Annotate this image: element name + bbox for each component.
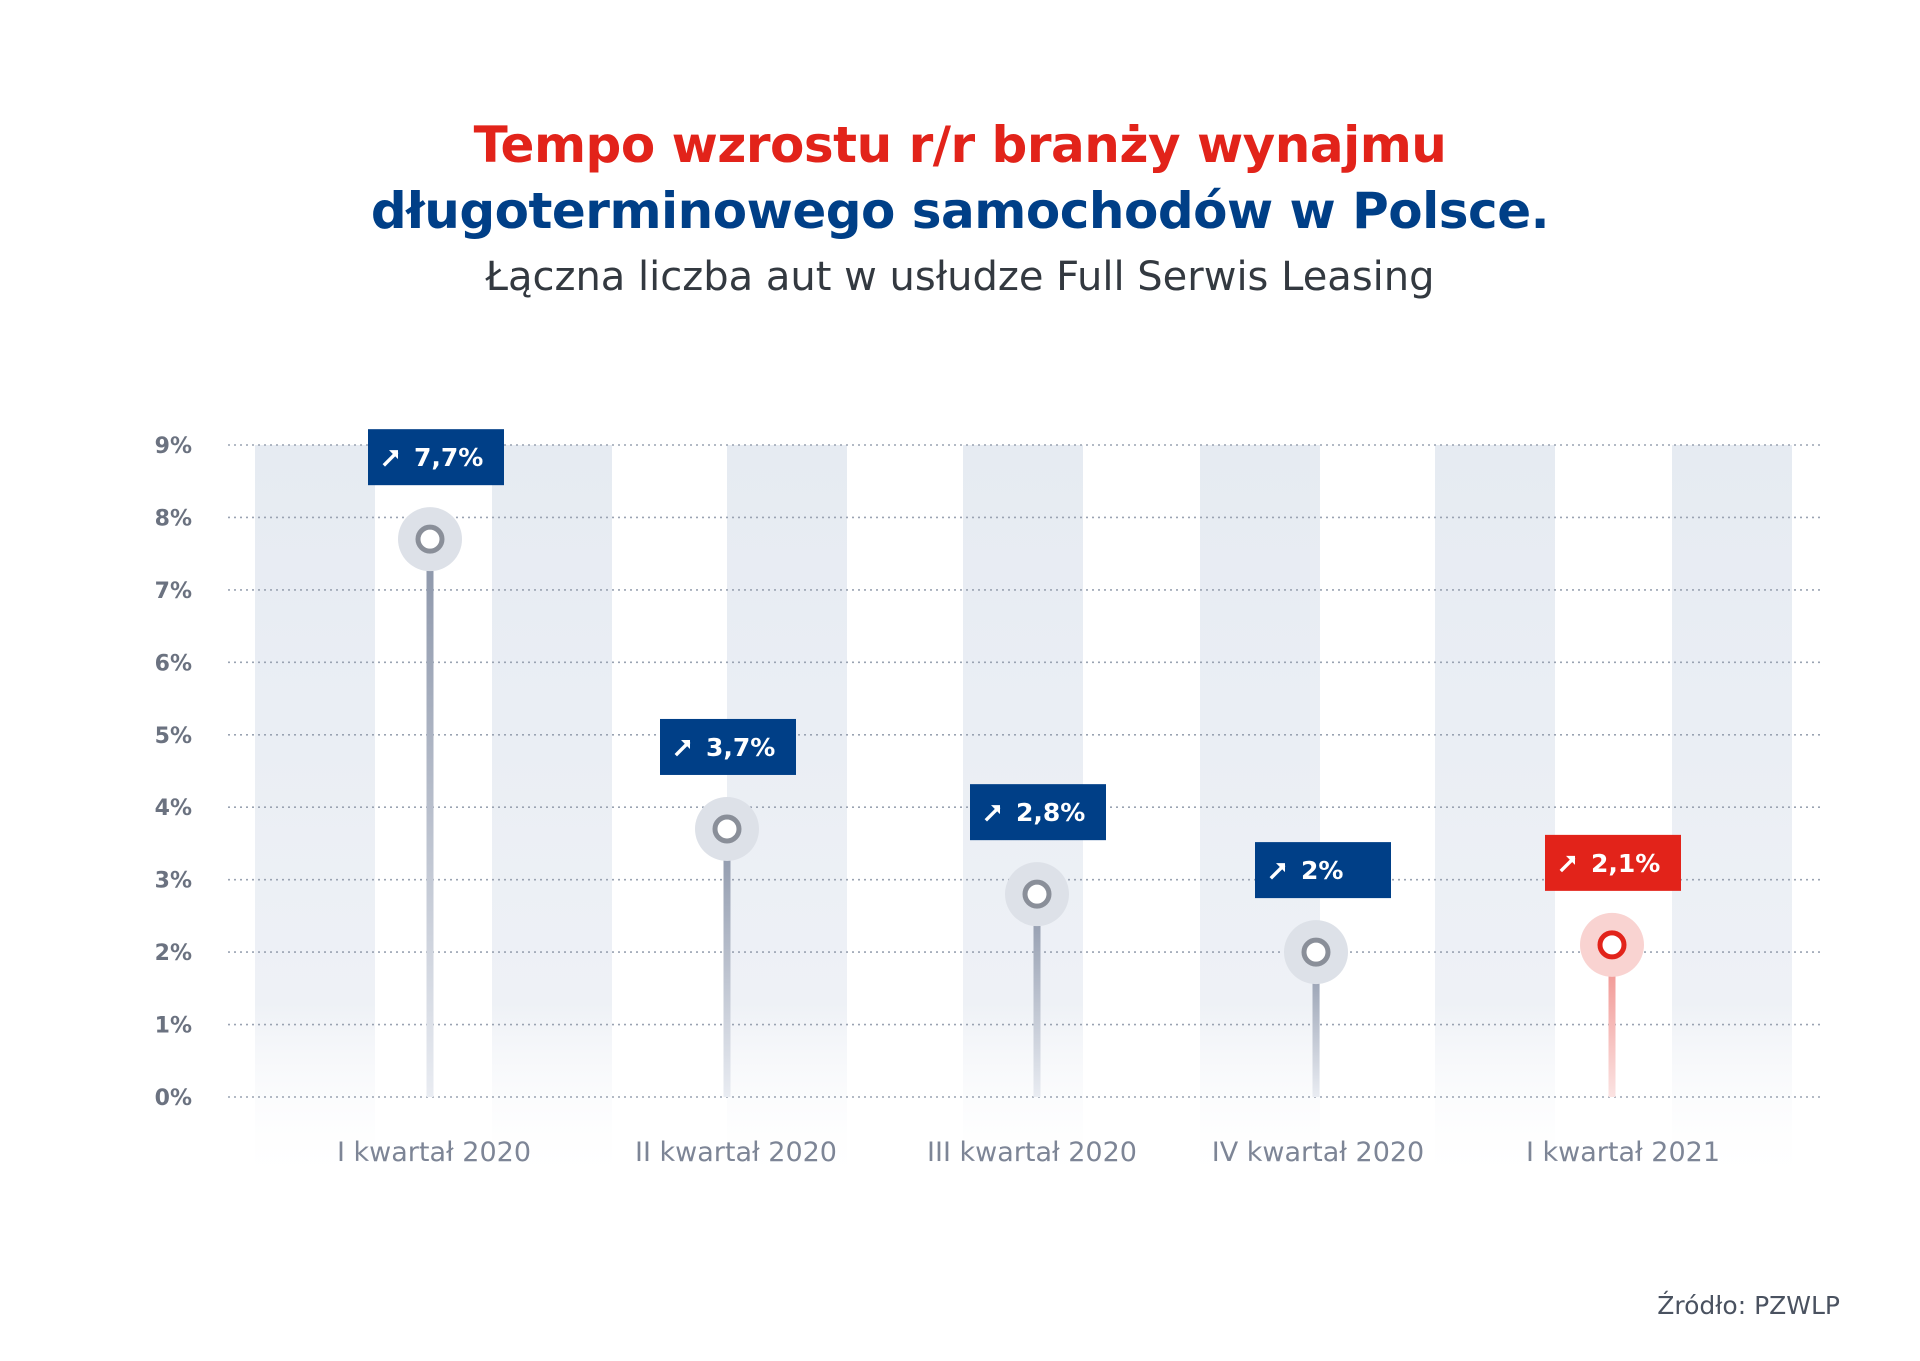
data-point: [1301, 937, 1331, 967]
y-tick-label: 2%: [155, 941, 192, 966]
value-label-text: 2,8%: [1016, 798, 1085, 827]
subtitle: Łączna liczba aut w usłudze Full Serwis …: [485, 254, 1435, 300]
lollipop-stem: [426, 539, 434, 1097]
value-label: 2,1%: [1545, 834, 1681, 891]
background-band: [255, 445, 375, 1190]
lollipop-stem: [1312, 952, 1320, 1097]
lollipop: 2,8%: [970, 784, 1106, 1097]
y-tick-label: 0%: [155, 1086, 192, 1111]
arrow-up-right-icon-head: [991, 805, 1000, 815]
y-tick-label: 3%: [155, 869, 192, 894]
value-label: 3,7%: [660, 718, 796, 775]
value-label-text: 7,7%: [414, 443, 483, 472]
source-note: Źródło: PZWLP: [1657, 1291, 1840, 1320]
data-point: [1022, 879, 1052, 909]
lollipop: 7,7%: [368, 429, 504, 1097]
x-axis: I kwartał 2020 II kwartał 2020 III kwartał…: [337, 1137, 1720, 1168]
lollipop-stem: [1608, 944, 1616, 1097]
category-label: I kwartał 2021: [1526, 1137, 1720, 1168]
arrow-up-right-icon-head: [1276, 863, 1285, 873]
y-tick-label: 5%: [155, 724, 192, 749]
arrow-up-right-icon-head: [1566, 855, 1575, 865]
category-label: II kwartał 2020: [635, 1137, 837, 1168]
background-band: [1435, 445, 1555, 1190]
background-band: [1672, 445, 1792, 1190]
y-tick-label: 4%: [155, 796, 192, 821]
value-label-text: 2%: [1301, 856, 1343, 885]
arrow-up-right-icon-head: [681, 739, 690, 749]
data-point: [712, 814, 742, 844]
background-band: [1200, 445, 1320, 1190]
y-tick-label: 9%: [155, 434, 192, 459]
background-band: [492, 445, 612, 1190]
value-label: 2%: [1255, 842, 1391, 899]
background-bands: [255, 445, 1792, 1190]
title-line-2: długoterminowego samochodów w Polsce.: [370, 182, 1550, 240]
y-axis: 0% 1% 2% 3% 4% 5% 6% 7% 8% 9%: [155, 434, 192, 1111]
y-tick-label: 7%: [155, 579, 192, 604]
lollipop-stem: [1033, 894, 1041, 1097]
lollipop: 3,7%: [660, 718, 796, 1097]
lollipop-stem: [723, 828, 731, 1097]
category-label: IV kwartał 2020: [1212, 1137, 1424, 1168]
value-label-text: 2,1%: [1591, 849, 1660, 878]
y-tick-label: 8%: [155, 506, 192, 531]
data-point: [415, 524, 445, 554]
value-label-text: 3,7%: [706, 733, 775, 762]
highlighted-lollipop: 2,1%: [1545, 834, 1681, 1097]
chart-header: Tempo wzrostu r/r branży wynajmu długote…: [0, 112, 1920, 300]
value-label: 7,7%: [368, 429, 504, 486]
value-label: 2,8%: [970, 784, 1106, 841]
lollipop: 2%: [1255, 842, 1391, 1097]
data-marks: 7,7% 3,7% 2,8% 2% 2,1%: [368, 429, 1681, 1097]
category-label: III kwartał 2020: [927, 1137, 1137, 1168]
arrow-up-right-icon-head: [389, 450, 398, 460]
y-tick-label: 1%: [155, 1014, 192, 1039]
data-point: [1597, 930, 1627, 960]
y-tick-label: 6%: [155, 651, 192, 676]
title-line-1: Tempo wzrostu r/r branży wynajmu: [473, 116, 1447, 174]
category-label: I kwartał 2020: [337, 1137, 531, 1168]
